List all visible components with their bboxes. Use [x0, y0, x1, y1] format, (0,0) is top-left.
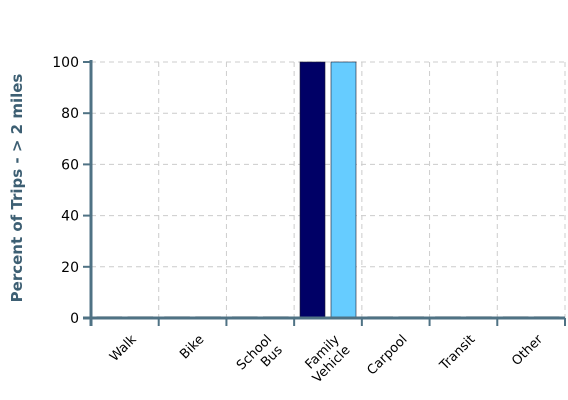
x-tick-label-5: Transit: [436, 332, 478, 374]
y-axis-label: Percent of Trips - > 2 miles: [8, 74, 26, 303]
x-tick-label-text-3: FamilyVehicle: [299, 332, 353, 386]
y-tick-label-3: 60: [61, 157, 79, 173]
x-tick-label-text-0: Walk: [107, 332, 140, 365]
bar-s1-c3: [330, 61, 357, 319]
x-tick-labels: Walk Bike SchoolBus FamilyVehicle Carpool Tra…: [107, 332, 546, 387]
x-tick-label-1: Bike: [177, 332, 207, 362]
x-tick-label-text-2: SchoolBus: [234, 332, 286, 384]
y-tick-label-5: 100: [52, 55, 79, 71]
x-tick-label-6: Other: [509, 332, 546, 369]
y-tick-label-2: 40: [61, 209, 79, 225]
grid-lines: [91, 61, 566, 318]
x-tick-label-3: FamilyVehicle: [299, 332, 354, 386]
x-tick-label-0: Walk: [107, 332, 140, 365]
y-tick-label-1: 20: [61, 260, 79, 276]
x-tick-label-text-1: Bike: [177, 332, 207, 362]
x-tick-label-line-4-0: Carpool: [364, 332, 410, 378]
y-tick-label-0: 0: [70, 311, 79, 327]
x-tick-label-text-5: Transit: [436, 332, 478, 374]
bar-s0-c3: [299, 61, 326, 319]
x-tick-label-2: SchoolBus: [234, 332, 286, 384]
y-tick-label-4: 80: [61, 106, 79, 122]
x-tick-label-4: Carpool: [364, 332, 410, 378]
x-tick-label-text-6: Other: [509, 332, 546, 369]
y-tick-labels: 0 20 40 60 80 100: [52, 55, 79, 327]
x-tick-label-line-0-0: Walk: [107, 332, 140, 365]
x-tick-label-line-6-0: Other: [509, 332, 546, 369]
x-tick-label-line-5-0: Transit: [436, 332, 478, 374]
x-tick-label-line-1-0: Bike: [177, 332, 207, 362]
axes: [83, 60, 566, 326]
bars: [96, 61, 560, 319]
x-tick-label-text-4: Carpool: [364, 332, 410, 378]
